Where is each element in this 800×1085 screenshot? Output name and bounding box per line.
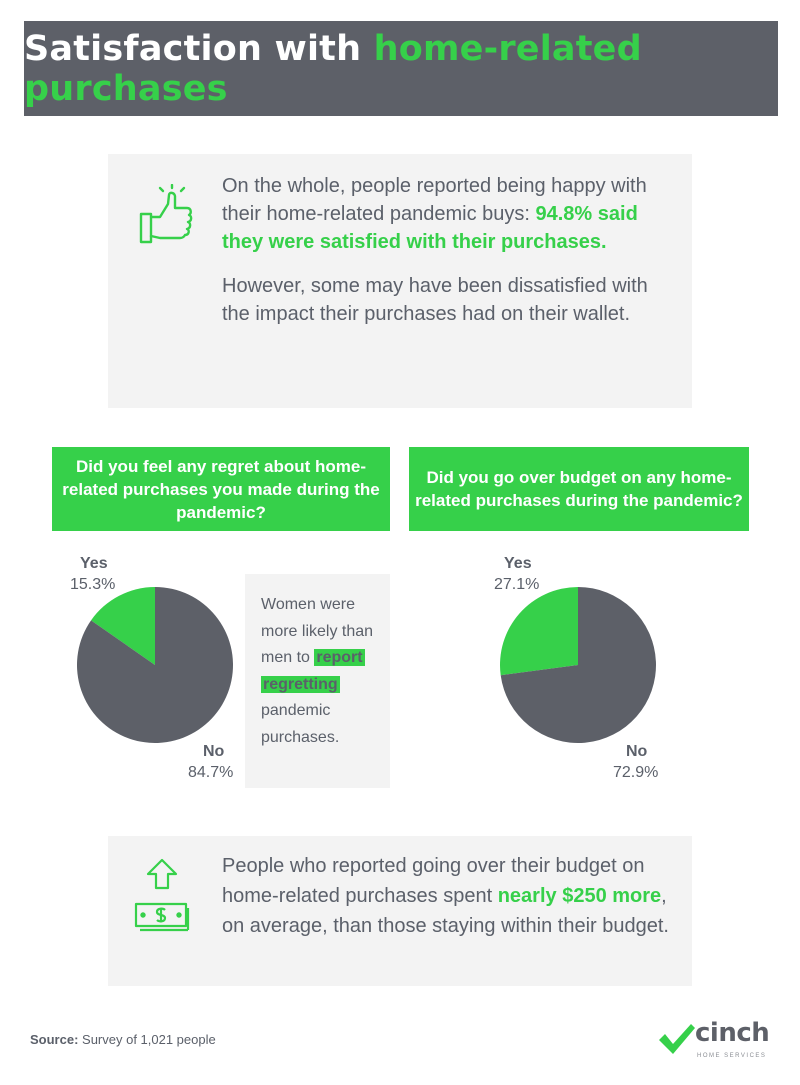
intro-paragraph-1: On the whole, people reported being happ… <box>222 172 672 256</box>
pie-slice-yes <box>500 587 578 676</box>
source-label: Source: <box>30 1032 79 1047</box>
cinch-logo: cinch HOME SERVICES <box>657 1018 777 1066</box>
pie2-no-value: 72.9% <box>613 764 659 781</box>
source-text: Survey of 1,021 people <box>78 1032 216 1047</box>
budget-panel: People who reported going over their bud… <box>108 836 692 986</box>
intro-text: On the whole, people reported being happ… <box>222 172 672 328</box>
title-prefix: Satisfaction with <box>24 28 374 69</box>
budget-text: People who reported going over their bud… <box>222 851 682 941</box>
note-after: pandemic purchases. <box>261 702 340 746</box>
pie1-no-value: 84.7% <box>188 764 234 781</box>
budget-before: People who reported going over their bud… <box>222 855 645 907</box>
pie-slice-no <box>77 587 233 743</box>
intro-highlight: 94.8% said they were satisfied with thei… <box>222 203 638 253</box>
note-text: Women were more likely than men to repor… <box>261 592 381 751</box>
logo-subtitle: HOME SERVICES <box>697 1053 767 1059</box>
pie-slice-no <box>500 587 656 743</box>
note-highlight-regretting: regretting <box>261 675 340 693</box>
intro-line: On the whole, people reported being happ… <box>222 175 647 225</box>
note-before: Women were more likely than men to <box>261 596 374 666</box>
budget-after: , on average, than those staying within … <box>222 885 669 937</box>
title-highlight: home-related purchases <box>24 28 642 109</box>
pie1-yes-label: Yes <box>80 555 108 572</box>
pie2-yes-label: Yes <box>504 555 532 572</box>
pie-slice-yes <box>91 587 155 665</box>
pie1-no-label: No <box>203 743 225 760</box>
question-regret: Did you feel any regret about home-relat… <box>52 447 390 531</box>
source-note: Source: Survey of 1,021 people <box>30 1032 216 1047</box>
pie2-no-label: No <box>626 743 648 760</box>
page-header: Satisfaction with home-related purchases <box>24 21 778 116</box>
thumbs-up-icon <box>139 184 193 244</box>
note-highlight-report: report <box>314 649 365 666</box>
pie2-yes-value: 27.1% <box>494 576 540 593</box>
question-over-budget: Did you go over budget on any home-relat… <box>409 447 749 531</box>
logo-word: cinch <box>695 1018 770 1048</box>
budget-pie-chart <box>500 587 656 743</box>
women-regret-note: Women were more likely than men to repor… <box>245 574 390 788</box>
intro-panel: On the whole, people reported being happ… <box>108 154 692 408</box>
checkmark-logo-icon <box>659 1024 695 1054</box>
intro-paragraph-2: However, some may have been dissatisfied… <box>222 275 648 325</box>
page-title: Satisfaction with home-related purchases <box>24 29 778 109</box>
money-up-arrow-icon <box>134 858 190 932</box>
budget-highlight: nearly $250 more <box>497 885 662 907</box>
pie1-yes-value: 15.3% <box>70 576 116 593</box>
regret-pie-chart <box>77 587 233 743</box>
